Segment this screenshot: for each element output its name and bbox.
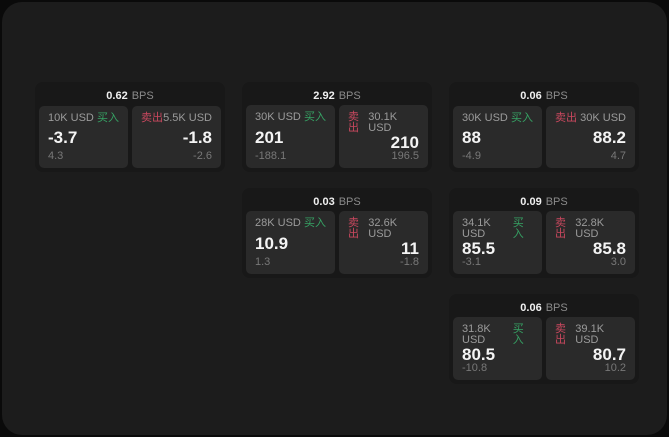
buy-delta: -4.9 (462, 150, 481, 162)
buy-price: 80.5 (462, 345, 496, 364)
buy-label: 买入 (512, 323, 524, 346)
buy-price: 88 (462, 128, 481, 147)
buy-price: -3.7 (48, 128, 78, 147)
sell-delta: 196.5 (391, 150, 419, 162)
sell-label: 卖出 (555, 323, 566, 346)
bps-value: 0.03 (313, 195, 335, 208)
card-header: 0.06 BPS (453, 86, 635, 106)
card-header: 0.06 BPS (453, 298, 635, 317)
bps-value: 0.06 (520, 90, 542, 102)
sell-label: 卖出 (555, 217, 566, 240)
bps-value: 0.09 (520, 195, 542, 208)
bps-value: 0.06 (520, 301, 542, 314)
buy-label: 买入 (304, 111, 326, 123)
buy-delta: -188.1 (255, 150, 287, 162)
bps-unit-label: BPS (338, 195, 361, 208)
quote-card: 0.03 BPS 28K USD 买入 10.9 1.3 卖出 32.6K US… (242, 188, 432, 278)
card-header: 0.09 BPS (453, 192, 635, 211)
buy-delta: 1.3 (255, 256, 271, 268)
buy-label: 买入 (97, 112, 119, 124)
card-header: 0.03 BPS (246, 192, 428, 211)
sell-panel[interactable]: 卖出 5.5K USD -1.8 -2.6 (132, 106, 221, 168)
buy-delta: -10.8 (462, 362, 488, 374)
bps-value: 0.62 (106, 90, 128, 102)
sell-amount: 32.8K USD (575, 217, 605, 240)
sell-price: 85.8 (592, 239, 626, 258)
buy-panel[interactable]: 30K USD 买入 88 -4.9 (453, 106, 542, 168)
sell-label: 卖出 (141, 112, 163, 124)
sell-price: 11 (401, 239, 419, 258)
sell-delta: -2.6 (193, 150, 212, 162)
sell-delta: -1.8 (400, 256, 419, 268)
sell-delta: 3.0 (610, 256, 626, 268)
buy-price: 201 (255, 127, 284, 147)
buy-delta: 4.3 (48, 150, 64, 162)
bps-unit-label: BPS (545, 195, 568, 208)
buy-panel[interactable]: 30K USD 买入 201 -188.1 (246, 105, 335, 168)
sell-price: 210 (390, 133, 419, 152)
buy-amount: 30K USD (255, 111, 301, 123)
sell-panel[interactable]: 卖出 39.1K USD 80.7 10.2 (546, 317, 635, 380)
sell-panel[interactable]: 卖出 30K USD 88.2 4.7 (546, 106, 635, 168)
buy-amount: 34.1K USD (462, 217, 491, 240)
buy-price: 85.5 (462, 239, 496, 258)
buy-label: 买入 (304, 217, 326, 229)
sell-label: 卖出 (348, 217, 359, 240)
sell-delta: 10.2 (604, 362, 626, 374)
buy-panel[interactable]: 10K USD 买入 -3.7 4.3 (39, 106, 128, 168)
sell-price: -1.8 (182, 128, 212, 147)
sell-amount: 39.1K USD (575, 323, 605, 346)
sell-label: 卖出 (348, 111, 359, 134)
quote-card: 0.09 BPS 34.1K USD 买入 85.5 -3.1 卖出 32.8K… (449, 188, 639, 278)
buy-label: 买入 (511, 112, 533, 124)
buy-amount: 31.8K USD (462, 323, 491, 346)
bps-value: 2.92 (313, 89, 335, 102)
buy-price: 10.9 (255, 233, 289, 253)
sell-delta: 4.7 (610, 150, 626, 162)
buy-label: 买入 (512, 217, 524, 240)
buy-amount: 28K USD (255, 217, 301, 229)
buy-amount: 30K USD (462, 112, 508, 124)
quote-card: 2.92 BPS 30K USD 买入 201 -188.1 卖出 30.1K … (242, 82, 432, 172)
quote-card: 0.06 BPS 31.8K USD 买入 80.5 -10.8 卖出 39.1… (449, 294, 639, 384)
quote-card: 0.06 BPS 30K USD 买入 88 -4.9 卖出 30K USD (449, 82, 639, 172)
card-header: 2.92 BPS (246, 86, 428, 105)
quote-card: 0.62 BPS 10K USD 买入 -3.7 4.3 卖出 5.5K USD (35, 82, 225, 172)
bps-unit-label: BPS (545, 301, 568, 314)
sell-price: 88.2 (592, 128, 626, 147)
sell-panel[interactable]: 卖出 30.1K USD 210 196.5 (339, 105, 428, 168)
buy-delta: -3.1 (462, 256, 481, 268)
buy-panel[interactable]: 34.1K USD 买入 85.5 -3.1 (453, 211, 542, 274)
sell-amount: 30K USD (580, 112, 626, 124)
buy-panel[interactable]: 28K USD 买入 10.9 1.3 (246, 211, 335, 274)
sell-amount: 30.1K USD (368, 111, 398, 134)
buy-amount: 10K USD (48, 112, 94, 124)
sell-price: 80.7 (592, 345, 626, 364)
buy-panel[interactable]: 31.8K USD 买入 80.5 -10.8 (453, 317, 542, 380)
bps-unit-label: BPS (131, 90, 154, 102)
card-header: 0.62 BPS (39, 86, 221, 106)
sell-amount: 32.6K USD (368, 217, 398, 240)
sell-label: 卖出 (555, 112, 577, 124)
sell-panel[interactable]: 卖出 32.6K USD 11 -1.8 (339, 211, 428, 274)
bps-unit-label: BPS (338, 89, 361, 102)
sell-panel[interactable]: 卖出 32.8K USD 85.8 3.0 (546, 211, 635, 274)
sell-amount: 5.5K USD (163, 112, 212, 124)
quote-cards-grid: 0.62 BPS 10K USD 买入 -3.7 4.3 卖出 5.5K USD (35, 82, 639, 384)
bps-unit-label: BPS (545, 90, 568, 102)
